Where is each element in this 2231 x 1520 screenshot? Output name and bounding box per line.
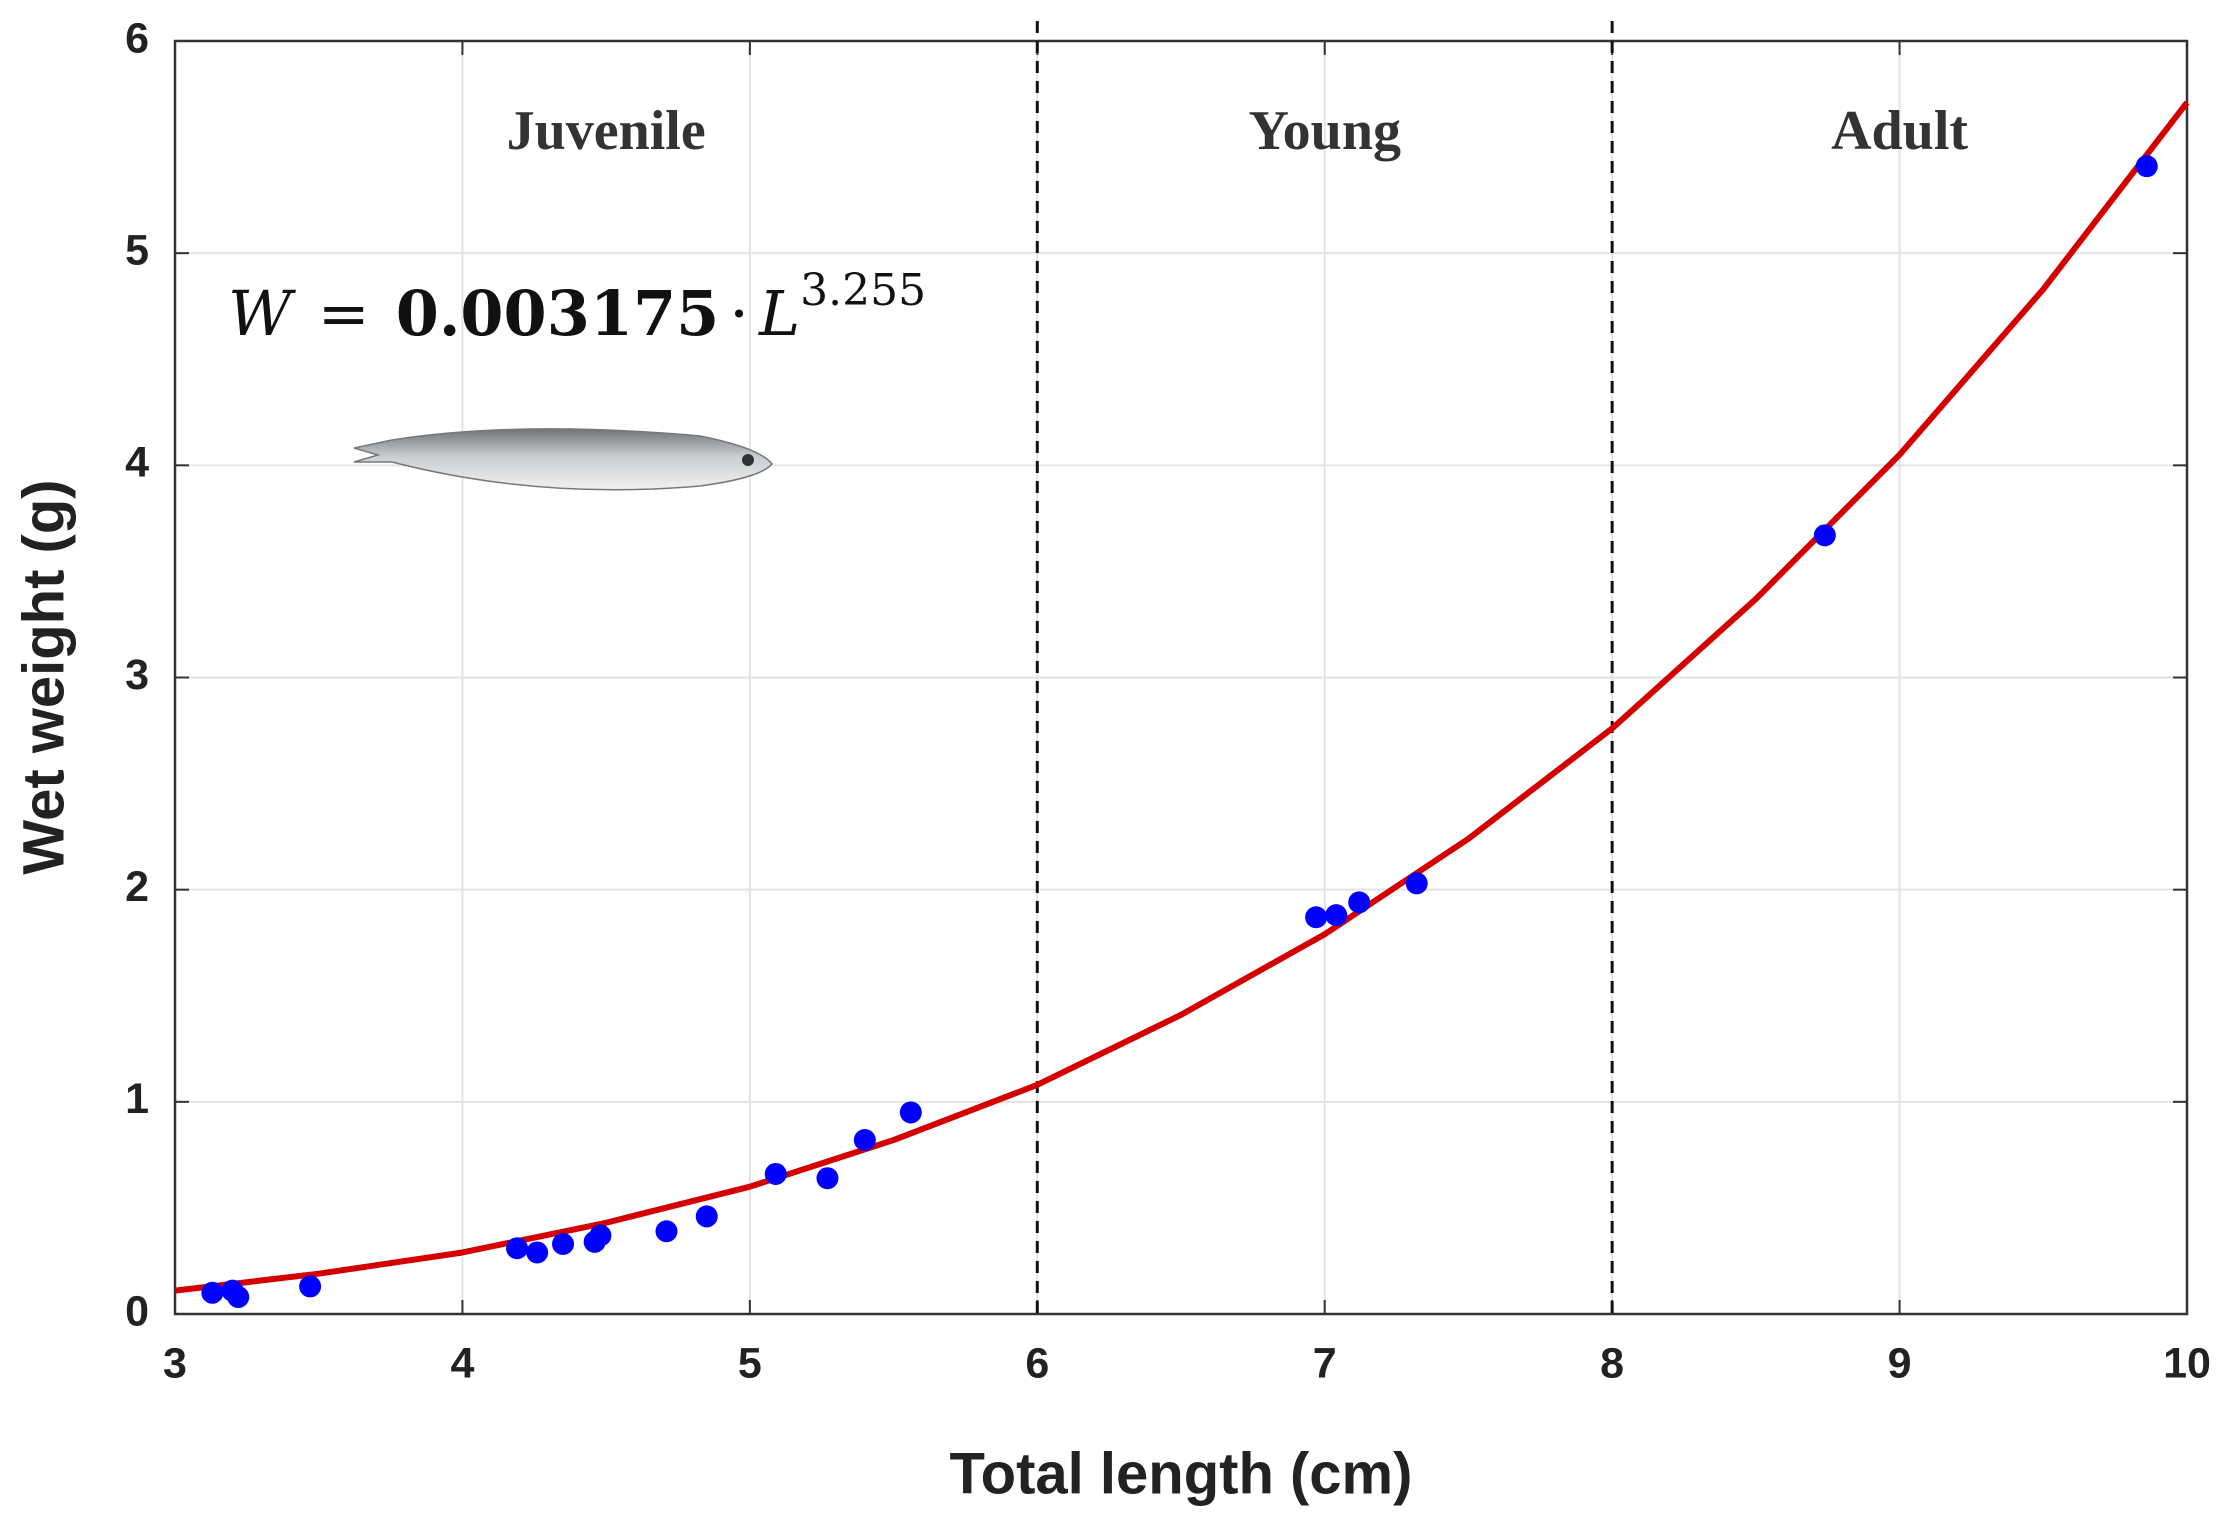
fish-illustration [353,428,773,491]
data-point [1305,906,1328,929]
grid [174,40,2188,1315]
x-tick-label: 10 [2163,1339,2211,1387]
y-tick-label: 4 [125,439,149,487]
data-point [899,1101,922,1124]
y-axis-title: Wet weight (g) [11,479,76,874]
data-point [655,1220,678,1243]
data-point [201,1281,224,1304]
equation-exponent: 3.255 [800,265,926,316]
y-tick-label: 0 [125,1287,149,1335]
plot-frame [173,39,2189,1316]
stage-label: Adult [1831,100,1968,162]
equation-lhs: W [228,277,296,350]
y-tick-label: 1 [125,1075,149,1123]
stage-label: Young [1248,100,1401,162]
data-point [526,1241,549,1264]
y-tick-label: 5 [125,227,149,275]
data-point [1348,891,1371,914]
y-tick-label: 3 [125,651,149,699]
data-point [589,1224,612,1247]
x-tick-label: 5 [738,1339,762,1387]
fish-eye [742,454,754,466]
data-point [2135,155,2158,178]
equation: W = 0.003175 · L3.255 [228,265,926,350]
data-point [1405,872,1428,895]
data-point [816,1167,839,1190]
y-tick-label: 6 [125,14,149,62]
equation-coefficient: 0.003175 [396,277,720,350]
data-point [695,1205,718,1228]
x-axis-title: Total length (cm) [950,1441,1413,1506]
equation-dot: · [729,277,749,350]
stage-label: Juvenile [507,100,706,162]
data-point [299,1275,322,1298]
data-point [227,1286,250,1309]
x-tick-label: 3 [163,1339,187,1387]
data-point [1813,524,1836,547]
data-point [552,1232,575,1255]
x-tick-label: 4 [450,1339,474,1387]
equation-eq: = [318,277,370,350]
equation-variable: L [758,277,800,350]
data-point [1325,904,1348,927]
data-point [853,1129,876,1152]
data-point [506,1237,529,1260]
y-tick-label: 2 [125,863,149,911]
fish-body [353,428,773,491]
x-tick-label: 6 [1025,1339,1049,1387]
x-tick-label: 9 [1888,1339,1912,1387]
x-tick-label: 8 [1600,1339,1624,1387]
x-tick-label: 7 [1313,1339,1337,1387]
data-point [764,1162,787,1185]
